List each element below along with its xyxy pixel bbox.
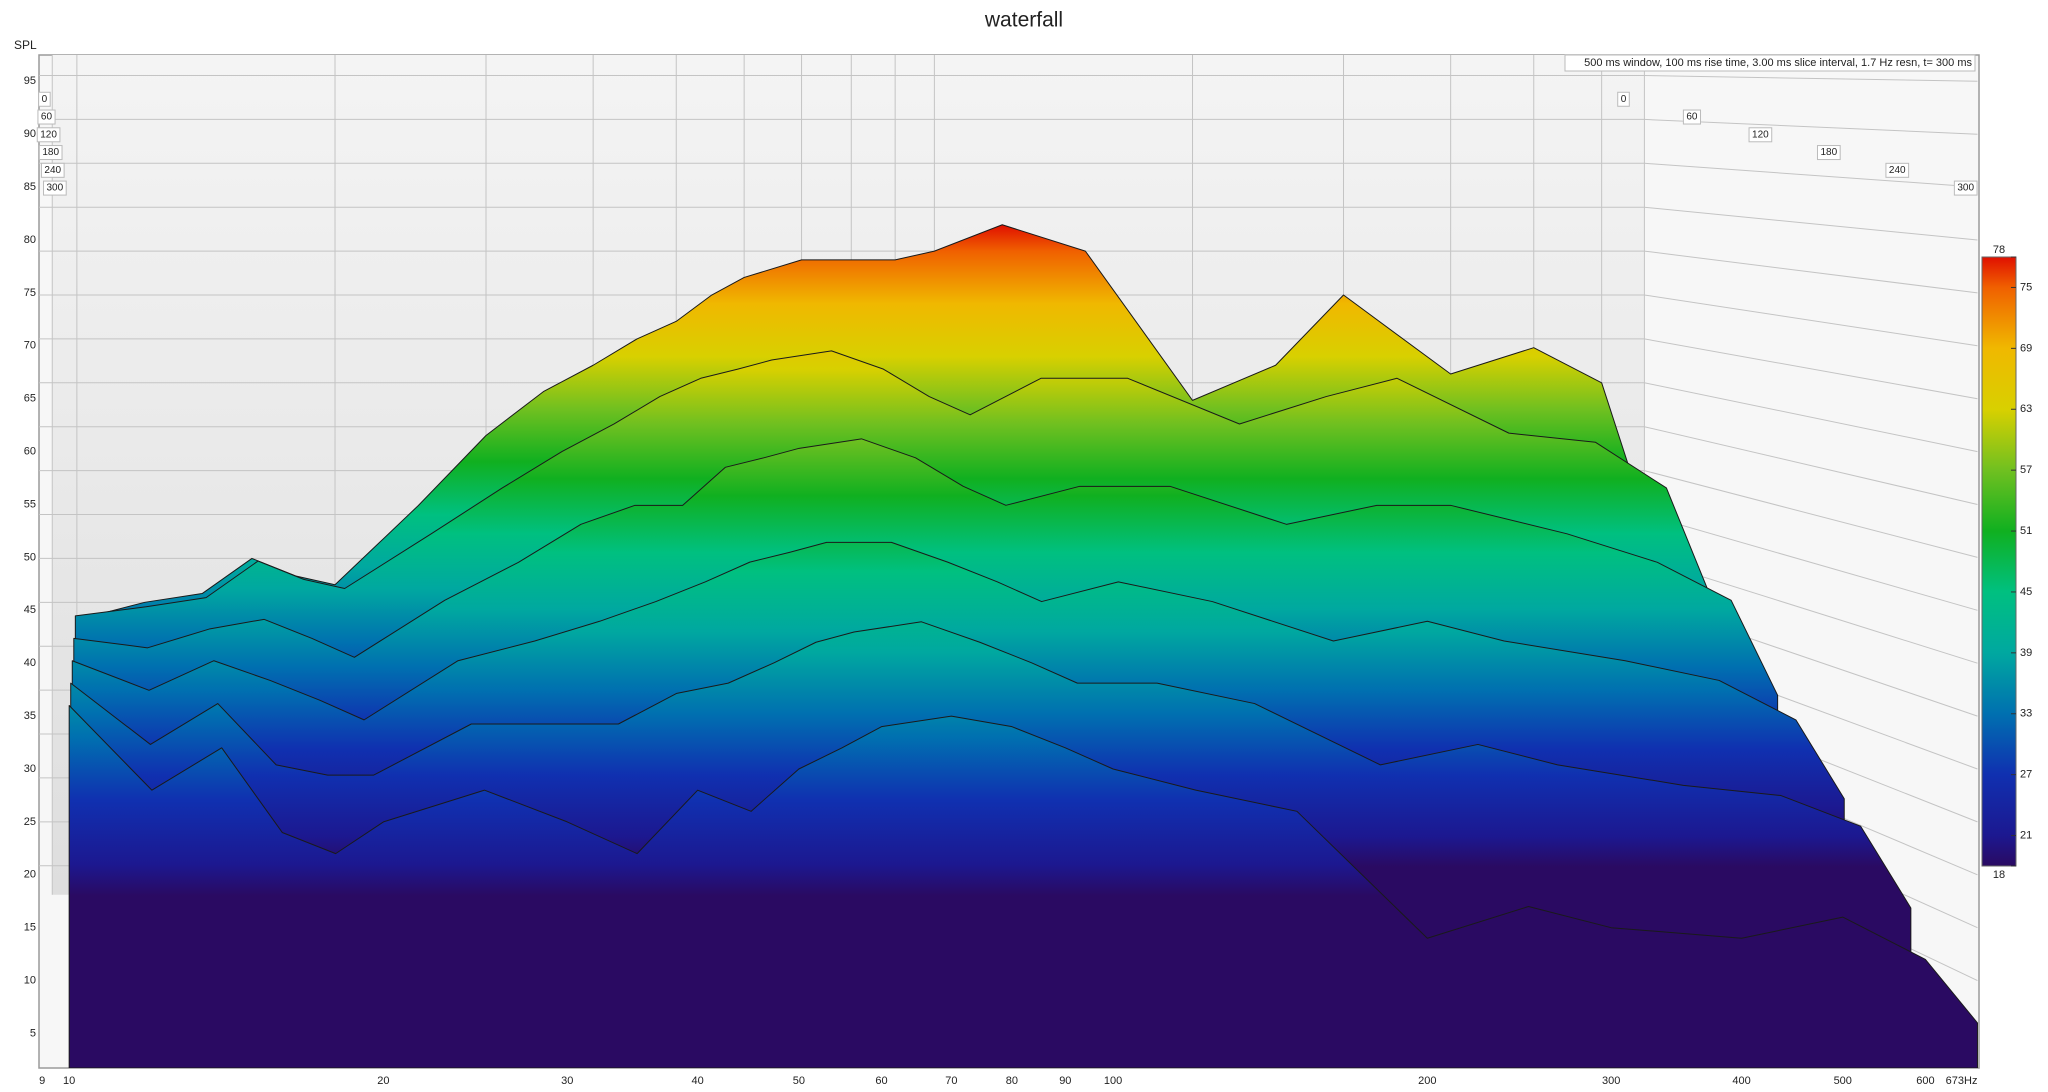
z-tick-box [38, 91, 51, 107]
x-tick-label: 80 [1006, 1075, 1018, 1087]
y-tick-label: 80 [24, 234, 36, 246]
x-tick-label: 90 [1059, 1075, 1071, 1087]
colorbar-label: 75 [2020, 281, 2032, 293]
y-tick-label: 50 [24, 551, 36, 563]
z-tick-label-left: 300 [47, 183, 64, 194]
z-tick-box [37, 109, 56, 125]
y-tick-label: 20 [24, 869, 36, 881]
y-tick-label: 10 [24, 975, 36, 987]
z-tick-box [1816, 145, 1841, 161]
x-tick-label: 673Hz [1946, 1075, 1978, 1087]
slices [68, 224, 1978, 1068]
z-tick-label-right: 120 [1752, 129, 1769, 140]
x-tick-label: 100 [1104, 1075, 1122, 1087]
y-tick-label: 65 [24, 393, 36, 405]
colorbar-label: 45 [2020, 586, 2032, 598]
x-tick-label: 500 [1834, 1075, 1852, 1087]
y-tick-label: 5 [30, 1027, 36, 1039]
y-tick-label: 60 [24, 446, 36, 458]
z-tick-label-left: 240 [44, 165, 61, 176]
y-tick-label: 30 [24, 763, 36, 775]
colorbar-label: 18 [1993, 869, 2005, 881]
x-tick-label: 60 [875, 1075, 887, 1087]
z-tick-label-right: 300 [1957, 183, 1974, 194]
y-tick-label: 55 [24, 498, 36, 510]
colorbar-label: 27 [2020, 769, 2032, 781]
colorbar-label: 39 [2020, 647, 2032, 659]
z-tick-box [40, 162, 65, 178]
z-tick-label-right: 60 [1686, 112, 1698, 123]
z-tick-box [1617, 91, 1630, 107]
y-tick-label: 15 [24, 922, 36, 934]
colorbar-label: 78 [1993, 244, 2005, 256]
colorbar-label: 57 [2020, 464, 2032, 476]
x-tick-label: 300 [1602, 1075, 1620, 1087]
z-tick-box [1953, 180, 1978, 196]
annotation-box [1564, 54, 1976, 72]
x-tick-label: 600 [1916, 1075, 1934, 1087]
z-tick-box [38, 145, 63, 161]
y-tick-label: 35 [24, 710, 36, 722]
y-tick-label: 70 [24, 340, 36, 352]
z-tick-label-right: 0 [1621, 94, 1627, 105]
z-tick-box [36, 127, 61, 143]
z-tick-box [1682, 109, 1702, 125]
y-tick-label: 85 [24, 181, 36, 193]
z-tick-label-left: 0 [42, 94, 48, 105]
z-tick-label-left: 120 [40, 129, 57, 140]
annotation: 500 ms window, 100 ms rise time, 3.00 ms… [1584, 57, 1972, 69]
x-tick-label: 200 [1418, 1075, 1436, 1087]
y-tick-label: 95 [24, 75, 36, 87]
colorbar-label: 21 [2020, 829, 2032, 841]
chart-title: waterfall [984, 9, 1063, 32]
waterfall-slice [68, 705, 1978, 1068]
y-tick-label: 40 [24, 657, 36, 669]
x-tick-label: 400 [1732, 1075, 1750, 1087]
colorbar-label: 63 [2020, 403, 2032, 415]
x-tick-label: 70 [945, 1075, 957, 1087]
z-tick-box [1748, 127, 1773, 143]
z-tick-box [1885, 162, 1910, 178]
y-tick-label: 45 [24, 604, 36, 616]
z-tick-label-left: 180 [42, 147, 59, 158]
y-tick-label: 75 [24, 287, 36, 299]
z-tick-label-right: 180 [1820, 147, 1837, 158]
colorbar-label: 51 [2020, 525, 2032, 537]
x-tick-label: 40 [692, 1075, 704, 1087]
x-tick-label: 10 [63, 1075, 75, 1087]
x-tick-label: 9 [39, 1075, 45, 1087]
colorbar [1981, 256, 2017, 867]
x-tick-label: 50 [793, 1075, 805, 1087]
y-tick-label: 25 [24, 816, 36, 828]
colorbar-label: 33 [2020, 708, 2032, 720]
z-tick-box [43, 180, 67, 196]
x-tick-label: 30 [561, 1075, 573, 1087]
colorbar-label: 69 [2020, 342, 2032, 354]
z-tick-label-right: 240 [1889, 165, 1906, 176]
y-axis-label: SPL [14, 38, 37, 52]
y-tick-label: 90 [24, 128, 36, 140]
z-tick-label-left: 60 [41, 112, 53, 123]
x-tick-label: 20 [377, 1075, 389, 1087]
